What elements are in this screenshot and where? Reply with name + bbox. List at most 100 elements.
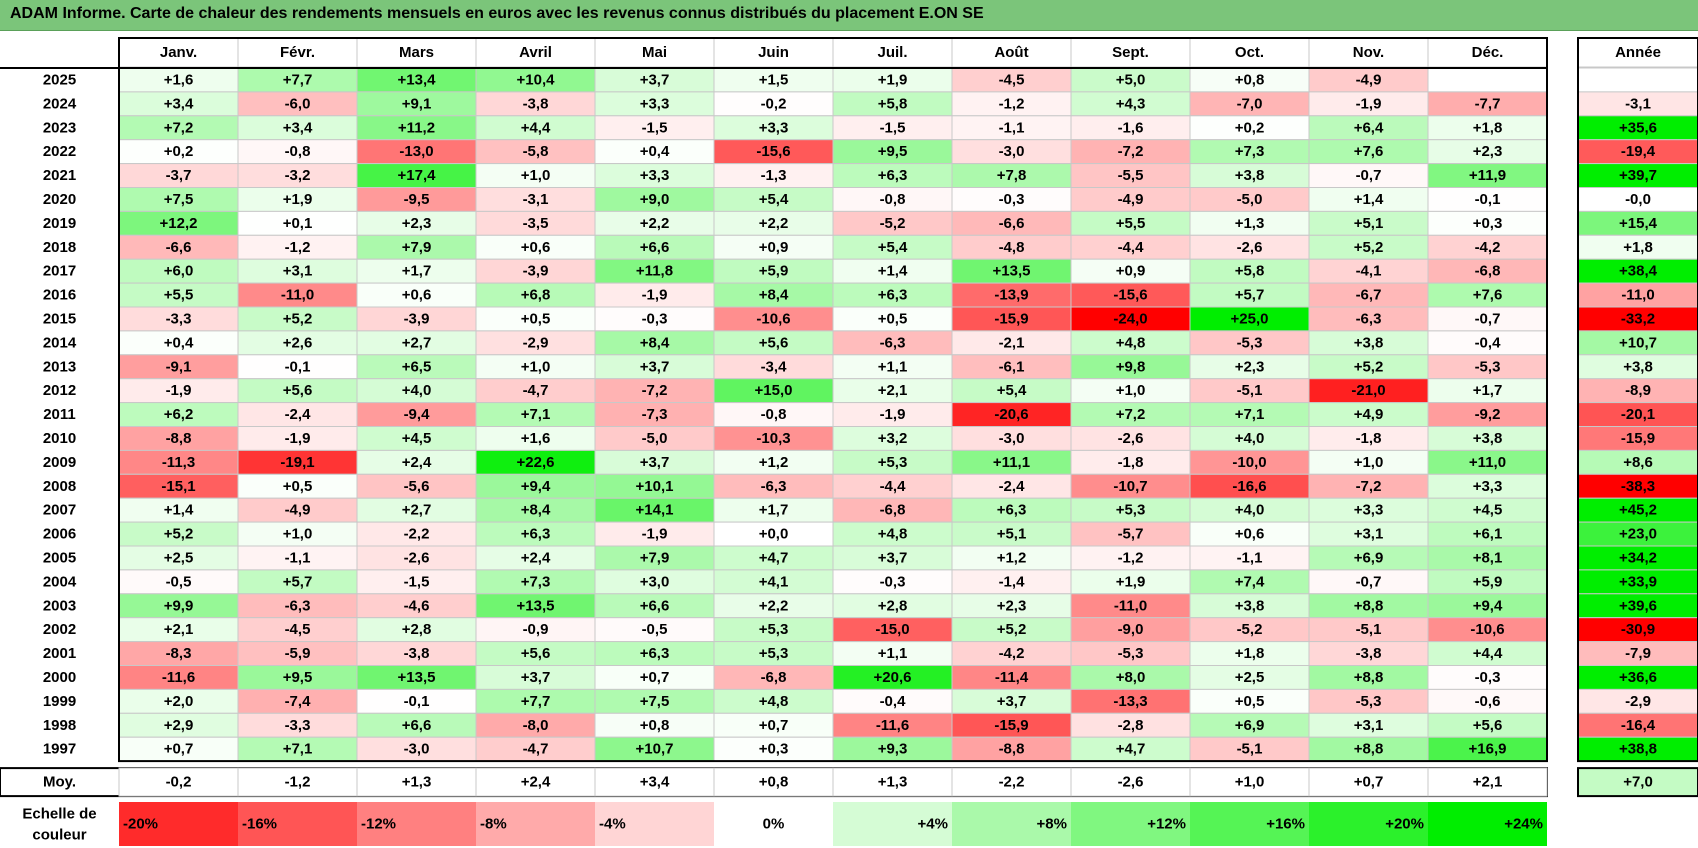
- cell-value: +11,8: [636, 263, 673, 280]
- cell-value: +1,4: [1354, 191, 1384, 208]
- cell-value: +4,8: [759, 693, 789, 710]
- cell-value: +0,1: [283, 215, 313, 232]
- average-annual-value: +7,0: [1623, 774, 1653, 791]
- scale-label: couleur: [32, 827, 86, 844]
- cell-value: +1,0: [1354, 454, 1384, 471]
- cell-value: +1,2: [997, 549, 1027, 566]
- cell-value: -10,7: [1113, 478, 1147, 495]
- cell-value: -2,4: [285, 406, 312, 423]
- cell-value: -5,3: [1118, 645, 1144, 662]
- month-header: Sept.: [1112, 44, 1149, 61]
- cell-value: +0,7: [759, 717, 789, 734]
- cell-value: -0,2: [761, 95, 787, 112]
- cell-value: +7,1: [1235, 406, 1265, 423]
- cell-value: -6,3: [285, 597, 311, 614]
- cell-value: -15,0: [875, 621, 909, 638]
- cell-value: -3,7: [166, 167, 192, 184]
- cell-value: +8,8: [1354, 741, 1384, 758]
- cell-value: +3,7: [640, 358, 670, 375]
- cell-value: +3,2: [878, 430, 908, 447]
- year-label: 2007: [43, 502, 76, 519]
- cell-value: +4,8: [878, 526, 908, 543]
- cell-value: -0,3: [642, 310, 668, 327]
- month-header: Juin: [758, 44, 789, 61]
- scale-step-label: -16%: [242, 816, 277, 833]
- cell-value: +7,3: [1235, 143, 1265, 160]
- cell-value: -1,2: [999, 95, 1025, 112]
- cell-value: +3,3: [640, 95, 670, 112]
- cell-value: -5,3: [1237, 334, 1263, 351]
- scale-swatch: [476, 802, 595, 846]
- cell-value: +12,2: [160, 215, 198, 232]
- year-label: 2022: [43, 143, 76, 160]
- month-header-cell: [118, 37, 239, 68]
- cell-value: +7,7: [283, 71, 313, 88]
- cell-value: +6,3: [878, 167, 908, 184]
- cell-value: -3,9: [523, 263, 549, 280]
- average-cell: [356, 767, 477, 797]
- cell-value: +5,6: [521, 645, 551, 662]
- annual-value: -30,9: [1621, 621, 1655, 638]
- cell-value: +6,4: [1354, 119, 1384, 136]
- cell-value: -6,6: [999, 215, 1025, 232]
- annual-cell: [1577, 67, 1698, 93]
- cell-value: -1,1: [1237, 549, 1263, 566]
- cell-value: -0,7: [1356, 167, 1382, 184]
- cell-value: +3,7: [640, 71, 670, 88]
- cell-value: +0,3: [759, 741, 789, 758]
- month-header: Janv.: [160, 44, 197, 61]
- cell-value: +3,8: [1354, 334, 1384, 351]
- cell-value: +20,6: [874, 669, 912, 686]
- cell-value: -4,4: [880, 478, 907, 495]
- scale-label: Echelle de: [22, 806, 96, 823]
- cell-value: -6,8: [1475, 263, 1501, 280]
- cell-value: -1,6: [1118, 119, 1144, 136]
- cell-value: +5,5: [164, 287, 194, 304]
- year-label: 1998: [43, 717, 76, 734]
- cell-value: +0,7: [164, 741, 194, 758]
- year-label: 2013: [43, 358, 76, 375]
- cell-value: +3,7: [878, 549, 908, 566]
- average-cell: [118, 767, 239, 797]
- cell-value: -8,0: [523, 717, 549, 734]
- cell-value: +5,6: [1473, 717, 1503, 734]
- cell-value: -3,0: [999, 143, 1025, 160]
- cell-value: +5,5: [1116, 215, 1146, 232]
- scale-swatch: [595, 802, 714, 846]
- average-value: +1,3: [878, 774, 908, 791]
- scale-step-label: +12%: [1147, 816, 1186, 833]
- cell-value: -7,3: [642, 406, 668, 423]
- cell-value: +6,5: [402, 358, 432, 375]
- cell-value: -5,0: [1237, 191, 1263, 208]
- cell-value: -4,7: [523, 741, 549, 758]
- annual-value: -38,3: [1621, 478, 1655, 495]
- cell-value: +1,5: [759, 71, 789, 88]
- cell-value: +3,1: [283, 263, 313, 280]
- average-value: +0,7: [1354, 774, 1384, 791]
- cell-value: +0,0: [759, 526, 789, 543]
- cell-value: +7,8: [997, 167, 1027, 184]
- average-value: +1,3: [402, 774, 432, 791]
- cell-value: +5,4: [878, 239, 908, 256]
- scale-swatch: [1428, 802, 1547, 846]
- cell-value: -3,3: [166, 310, 192, 327]
- year-label: 1999: [43, 693, 76, 710]
- cell-value: +4,5: [1473, 502, 1503, 519]
- cell-value: -7,4: [285, 693, 312, 710]
- cell-value: -15,9: [994, 717, 1028, 734]
- cell-value: +5,2: [997, 621, 1027, 638]
- cell-value: -5,9: [285, 645, 311, 662]
- annual-value: +10,7: [1619, 334, 1657, 351]
- average-cell: [1427, 767, 1548, 797]
- average-value: +1,0: [1235, 774, 1265, 791]
- cell-value: -1,5: [642, 119, 668, 136]
- average-cell: [475, 767, 596, 797]
- cell-value: -0,5: [166, 573, 192, 590]
- cell-value: +0,6: [521, 239, 551, 256]
- cell-value: +6,1: [1473, 526, 1503, 543]
- cell-value: -0,4: [1475, 334, 1502, 351]
- cell-value: -4,1: [1356, 263, 1382, 280]
- cell-value: -6,8: [761, 669, 787, 686]
- year-label: 2015: [43, 310, 76, 327]
